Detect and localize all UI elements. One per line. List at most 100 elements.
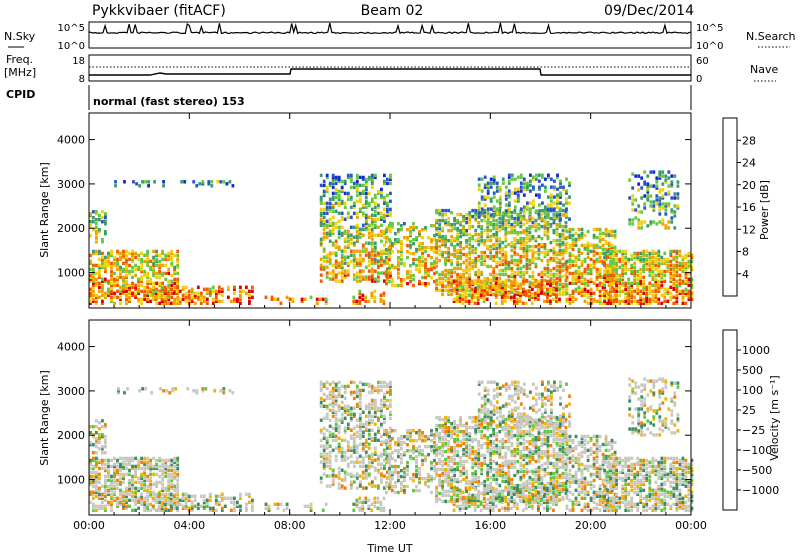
heatmap-cell <box>325 460 329 464</box>
heatmap-cell <box>618 277 622 281</box>
heatmap-cell <box>101 458 104 463</box>
heatmap-cell <box>540 224 544 229</box>
heatmap-cell <box>642 285 646 289</box>
heatmap-cell <box>504 230 508 235</box>
heatmap-cell <box>592 253 596 258</box>
heatmap-cell <box>444 250 447 255</box>
heatmap-cell <box>370 179 374 184</box>
heatmap-cell <box>355 211 359 215</box>
heatmap-cell <box>598 229 602 234</box>
heatmap-cell <box>483 240 487 245</box>
heatmap-cell <box>173 299 177 303</box>
heatmap-cell <box>377 225 380 229</box>
heatmap-cell <box>509 297 513 301</box>
heatmap-cell <box>187 297 191 301</box>
heatmap-cell <box>137 476 140 481</box>
heatmap-cell <box>438 252 441 257</box>
heatmap-cell <box>227 287 230 291</box>
heatmap-cell <box>558 250 562 255</box>
heatmap-cell <box>458 297 462 301</box>
heatmap-cell <box>525 248 529 253</box>
heatmap-cell <box>101 433 104 437</box>
heatmap-cell <box>89 291 92 295</box>
heatmap-cell <box>352 211 356 215</box>
heatmap-cell <box>370 237 374 241</box>
heatmap-cell <box>501 211 505 215</box>
heatmap-cell <box>119 275 122 279</box>
heatmap-cell <box>453 246 456 251</box>
heatmap-cell <box>264 295 268 299</box>
heatmap-cell <box>300 299 304 303</box>
heatmap-cell <box>477 183 481 187</box>
heatmap-cell <box>624 281 628 285</box>
heatmap-cell <box>349 448 353 452</box>
heatmap-cell <box>534 224 538 229</box>
heatmap-cell <box>377 384 380 389</box>
heatmap-cell <box>364 438 368 442</box>
heatmap-cell <box>337 444 341 448</box>
heatmap-cell <box>205 301 209 305</box>
heatmap-cell <box>409 251 412 256</box>
heatmap-cell <box>173 458 177 463</box>
heatmap-cell <box>660 271 664 276</box>
heatmap-cell <box>479 285 483 289</box>
heatmap-cell <box>157 496 161 500</box>
heatmap-cell <box>412 273 415 278</box>
heatmap-cell <box>624 251 628 256</box>
heatmap-cell <box>328 207 332 211</box>
heatmap-cell <box>131 251 134 256</box>
heatmap-cell <box>565 197 568 201</box>
heatmap-cell <box>546 252 550 257</box>
heatmap-cell <box>385 451 388 455</box>
heatmap-cell <box>334 388 338 393</box>
heatmap-cell <box>178 289 182 293</box>
heatmap-cell <box>364 205 368 209</box>
heatmap-cell <box>409 456 412 461</box>
heatmap-cell <box>361 275 365 279</box>
heatmap-cell <box>110 271 113 276</box>
heatmap-cell <box>128 470 131 475</box>
heatmap-cell <box>386 454 389 458</box>
heatmap-cell <box>149 508 152 512</box>
heatmap-cell <box>528 224 532 229</box>
heatmap-cell <box>208 287 212 291</box>
heatmap-cell <box>140 502 143 506</box>
heatmap-cell <box>325 275 329 279</box>
heatmap-cell <box>233 297 236 301</box>
heatmap-cell <box>92 478 95 483</box>
heatmap-cell <box>501 220 505 225</box>
heatmap-cell <box>337 450 341 454</box>
heatmap-cell <box>251 506 254 510</box>
heatmap-cell <box>495 234 499 239</box>
heatmap-cell <box>657 271 661 276</box>
heatmap-cell <box>319 199 323 203</box>
heatmap-cell <box>119 301 122 305</box>
heatmap-cell <box>328 277 332 281</box>
heatmap-cell <box>565 275 569 279</box>
heatmap-cell <box>651 255 655 260</box>
heatmap-cell <box>456 248 459 253</box>
heatmap-cell <box>346 444 350 448</box>
heatmap-cell <box>152 490 155 494</box>
heatmap-cell <box>364 185 368 190</box>
heatmap-cell <box>251 500 254 504</box>
heatmap-cell <box>325 458 329 462</box>
heatmap-cell <box>465 220 468 225</box>
heatmap-cell <box>379 500 383 504</box>
heatmap-cell <box>164 255 168 260</box>
heatmap-cell <box>92 425 95 429</box>
heatmap-cell <box>528 244 532 249</box>
heatmap-cell <box>113 498 116 502</box>
heatmap-cell <box>479 295 483 299</box>
heatmap-cell <box>658 174 662 178</box>
heatmap-cell <box>397 222 400 226</box>
heatmap-cell <box>604 255 608 260</box>
heatmap-cell <box>361 211 365 215</box>
heatmap-cell <box>477 268 481 273</box>
heatmap-cell <box>556 175 559 179</box>
heatmap-cell <box>529 207 532 211</box>
heatmap-cell <box>519 260 523 265</box>
heatmap-cell <box>606 255 609 260</box>
heatmap-cell <box>152 464 155 469</box>
heatmap-cell <box>565 189 568 193</box>
